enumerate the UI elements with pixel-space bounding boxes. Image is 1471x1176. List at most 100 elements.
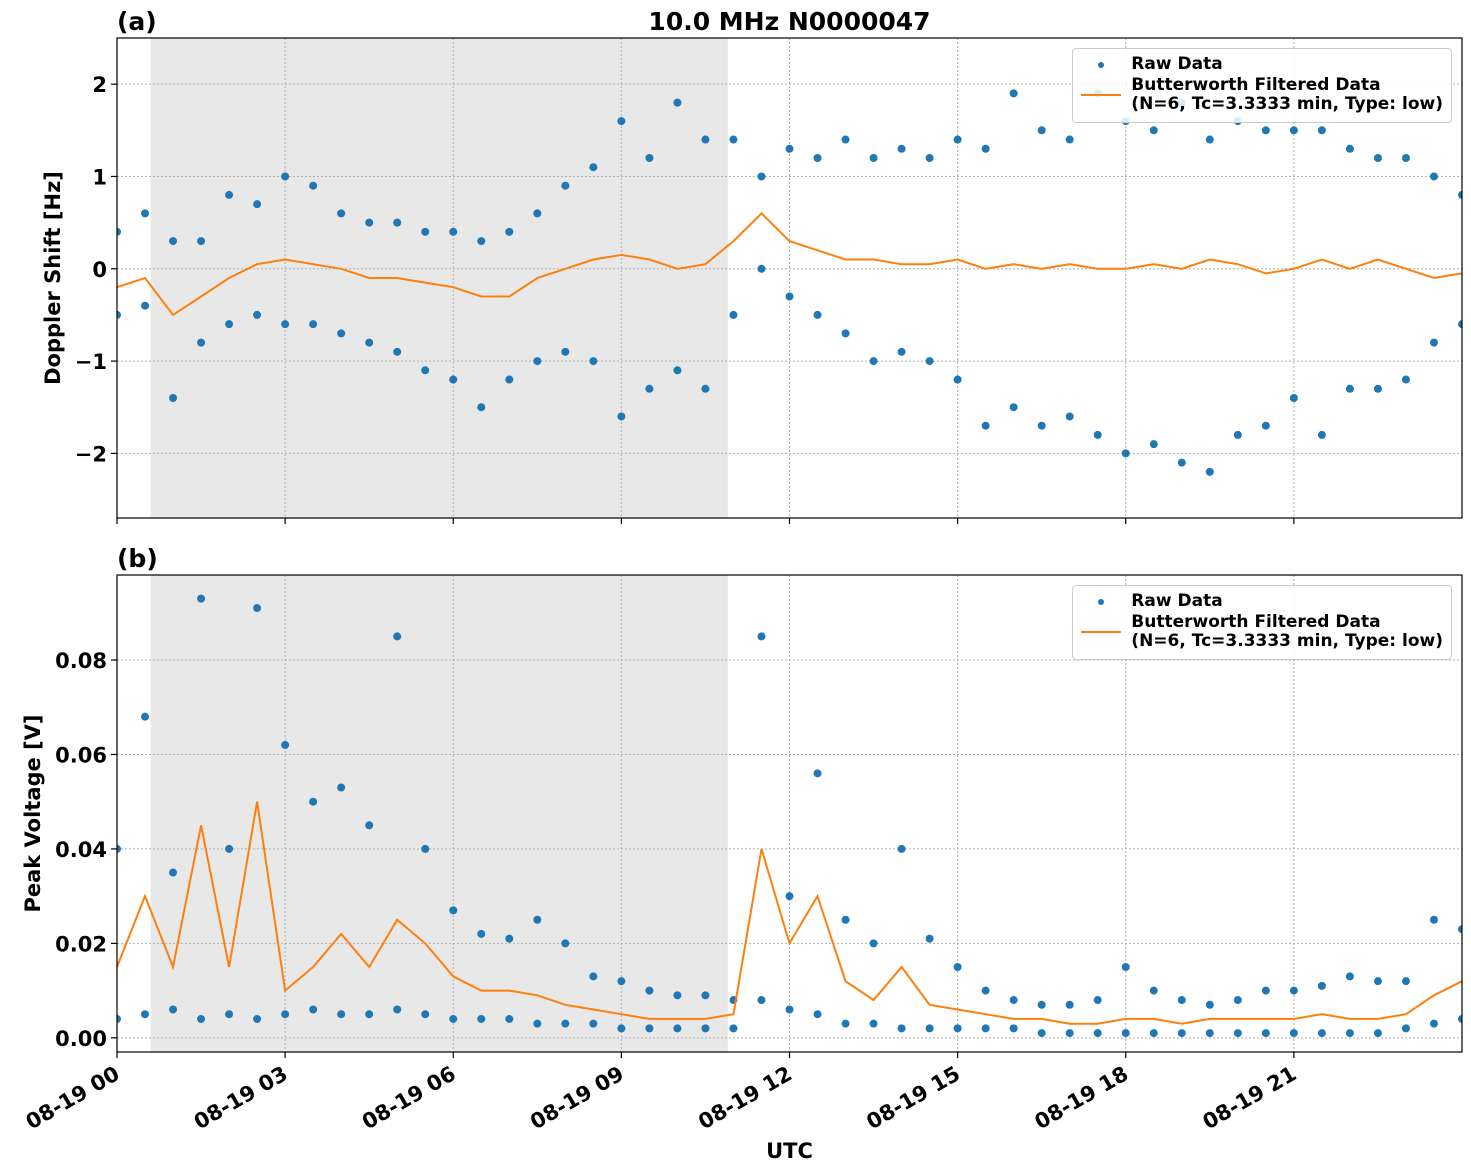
- raw-data-point: [645, 986, 654, 995]
- legend-label: Butterworth Filtered Data (N=6, Tc=3.333…: [1131, 75, 1443, 114]
- raw-data-point: [253, 200, 262, 209]
- raw-data-point: [1233, 1029, 1242, 1038]
- raw-data-point: [309, 797, 318, 806]
- raw-data-point: [449, 906, 458, 915]
- x-tick-label: 08-19 18: [1030, 1062, 1132, 1135]
- raw-data-point: [1009, 1024, 1018, 1033]
- raw-data-point: [1149, 440, 1158, 449]
- raw-data-point: [1009, 89, 1018, 98]
- raw-data-point: [197, 237, 206, 246]
- raw-data-point: [1345, 384, 1354, 393]
- panel-label: (a): [117, 7, 157, 36]
- raw-data-point: [1093, 1029, 1102, 1038]
- raw-data-point: [869, 154, 878, 162]
- raw-data-point: [141, 301, 150, 310]
- raw-data-point: [309, 320, 318, 329]
- legend-label: Raw Data: [1131, 591, 1223, 611]
- raw-data-point: [1037, 126, 1046, 135]
- raw-data-point: [1121, 1029, 1130, 1038]
- raw-data-point: [645, 384, 654, 393]
- y-tick-label: 0.08: [55, 649, 107, 673]
- x-tick-label: 08-19 00: [22, 1062, 124, 1135]
- raw-data-point: [1009, 403, 1018, 412]
- raw-data-point: [197, 594, 206, 603]
- raw-data-point: [1373, 1029, 1382, 1038]
- raw-data-point: [393, 1005, 402, 1014]
- filtered-line: [117, 211, 1462, 317]
- raw-data-point: [1233, 996, 1242, 1005]
- plot-area: [117, 89, 1462, 476]
- raw-data-point: [953, 962, 962, 971]
- raw-data-point: [897, 844, 906, 853]
- raw-data-point: [1261, 986, 1270, 995]
- raw-data-point: [169, 237, 178, 246]
- raw-data-point: [337, 209, 346, 218]
- raw-data-point: [589, 1019, 598, 1028]
- raw-data-point: [1289, 394, 1298, 402]
- raw-data-point: [197, 1014, 206, 1023]
- legend-label: Raw Data: [1131, 54, 1223, 74]
- raw-data-point: [729, 310, 738, 319]
- raw-data-point: [841, 329, 850, 338]
- raw-data-point: [897, 1024, 906, 1033]
- raw-data-point: [169, 1005, 178, 1014]
- night-shading: [150, 575, 728, 1052]
- raw-data-point: [337, 329, 346, 338]
- raw-data-point: [953, 135, 962, 144]
- raw-data-point: [225, 1010, 234, 1019]
- raw-data-point: [253, 310, 262, 319]
- raw-data-point: [1205, 1029, 1214, 1038]
- raw-data-point: [1289, 1029, 1298, 1038]
- raw-data-point: [477, 1014, 486, 1023]
- raw-data-point: [1261, 1029, 1270, 1038]
- legend-entry: Butterworth Filtered Data (N=6, Tc=3.333…: [1079, 613, 1443, 651]
- raw-data-point: [1121, 962, 1130, 971]
- raw-data-point: [1317, 1029, 1326, 1038]
- raw-data-point: [365, 338, 374, 347]
- raw-data-point: [1289, 986, 1298, 995]
- raw-data-point: [1429, 915, 1438, 924]
- raw-data-point: [1345, 1029, 1354, 1038]
- raw-data-point: [225, 844, 234, 853]
- legend-marker: [1098, 61, 1105, 68]
- raw-data-point: [1373, 384, 1382, 393]
- raw-data-point: [981, 1024, 990, 1033]
- raw-data-point: [309, 181, 318, 190]
- raw-data-point: [169, 868, 178, 877]
- x-tick-label: 08-19 12: [694, 1062, 796, 1135]
- raw-data-point: [1458, 190, 1462, 199]
- raw-data-point: [645, 1024, 654, 1033]
- raw-data-point: [1149, 1029, 1158, 1038]
- raw-data-point: [281, 741, 290, 750]
- raw-data-point: [1093, 996, 1102, 1005]
- raw-data-point: [365, 218, 374, 227]
- raw-data-point: [869, 1019, 878, 1028]
- legend-swatch: [1098, 598, 1105, 605]
- y-axis-label: Doppler Shift [Hz]: [41, 171, 65, 385]
- raw-data-point: [477, 237, 486, 246]
- y-tick-label: 1: [92, 165, 107, 189]
- raw-data-point: [925, 357, 934, 366]
- raw-data-point: [925, 154, 934, 162]
- x-tick-label: 08-19 21: [1199, 1062, 1301, 1135]
- raw-data-point: [1261, 126, 1270, 135]
- raw-data-point: [281, 1010, 290, 1019]
- raw-data-point: [281, 172, 290, 181]
- x-axis-label: UTC: [766, 1139, 813, 1163]
- raw-data-point: [197, 338, 206, 347]
- y-tick-label: 0.04: [55, 838, 107, 862]
- raw-data-point: [393, 632, 402, 641]
- raw-data-point: [645, 154, 654, 162]
- plot-frame: [116, 37, 1463, 519]
- raw-data-point: [449, 375, 458, 384]
- raw-data-point: [253, 1014, 262, 1023]
- legend-label: Butterworth Filtered Data (N=6, Tc=3.333…: [1131, 612, 1443, 651]
- raw-data-point: [813, 1010, 822, 1019]
- raw-data-point: [533, 357, 542, 366]
- raw-data-point: [1065, 1000, 1074, 1009]
- raw-data-point: [1373, 977, 1382, 986]
- raw-data-point: [925, 1024, 934, 1033]
- raw-data-point: [1458, 1014, 1462, 1023]
- raw-data-point: [365, 821, 374, 830]
- raw-data-point: [785, 144, 794, 153]
